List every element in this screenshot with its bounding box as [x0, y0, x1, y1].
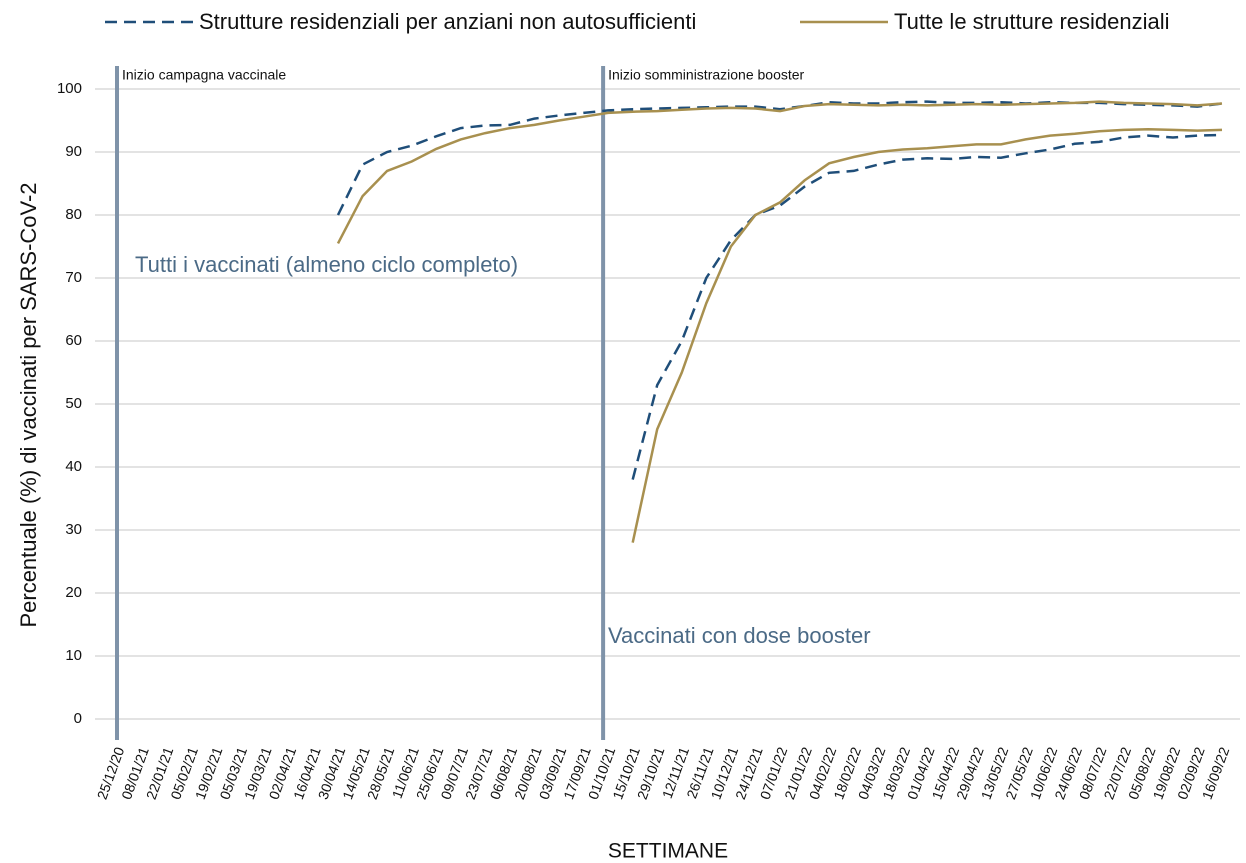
y-tick-label: 10	[65, 647, 82, 664]
y-tick-label: 100	[57, 80, 82, 97]
annotation: Vaccinati con dose booster	[608, 623, 871, 648]
y-tick-label: 80	[65, 206, 82, 223]
x-axis-label: SETTIMANE	[608, 840, 728, 863]
y-tick-label: 20	[65, 584, 82, 601]
y-axis-label: Percentuale (%) di vaccinati per SARS-Co…	[16, 182, 41, 627]
series-line	[336, 100, 1223, 244]
y-tick-label: 50	[65, 395, 82, 412]
event-label: Inizio somministrazione booster	[608, 67, 804, 83]
legend-label: Tutte le strutture residenziali	[894, 9, 1170, 34]
series-line	[336, 100, 1223, 216]
y-tick-label: 0	[74, 710, 82, 727]
annotation: Tutti i vaccinati (almeno ciclo completo…	[135, 252, 518, 277]
legend-label: Strutture residenziali per anziani non a…	[199, 9, 696, 34]
series-line	[631, 133, 1223, 480]
y-tick-label: 60	[65, 332, 82, 349]
y-tick-label: 30	[65, 521, 82, 538]
series-line	[631, 128, 1223, 543]
y-tick-label: 70	[65, 269, 82, 286]
event-label: Inizio campagna vaccinale	[122, 67, 286, 83]
y-tick-label: 40	[65, 458, 82, 475]
y-tick-label: 90	[65, 143, 82, 160]
